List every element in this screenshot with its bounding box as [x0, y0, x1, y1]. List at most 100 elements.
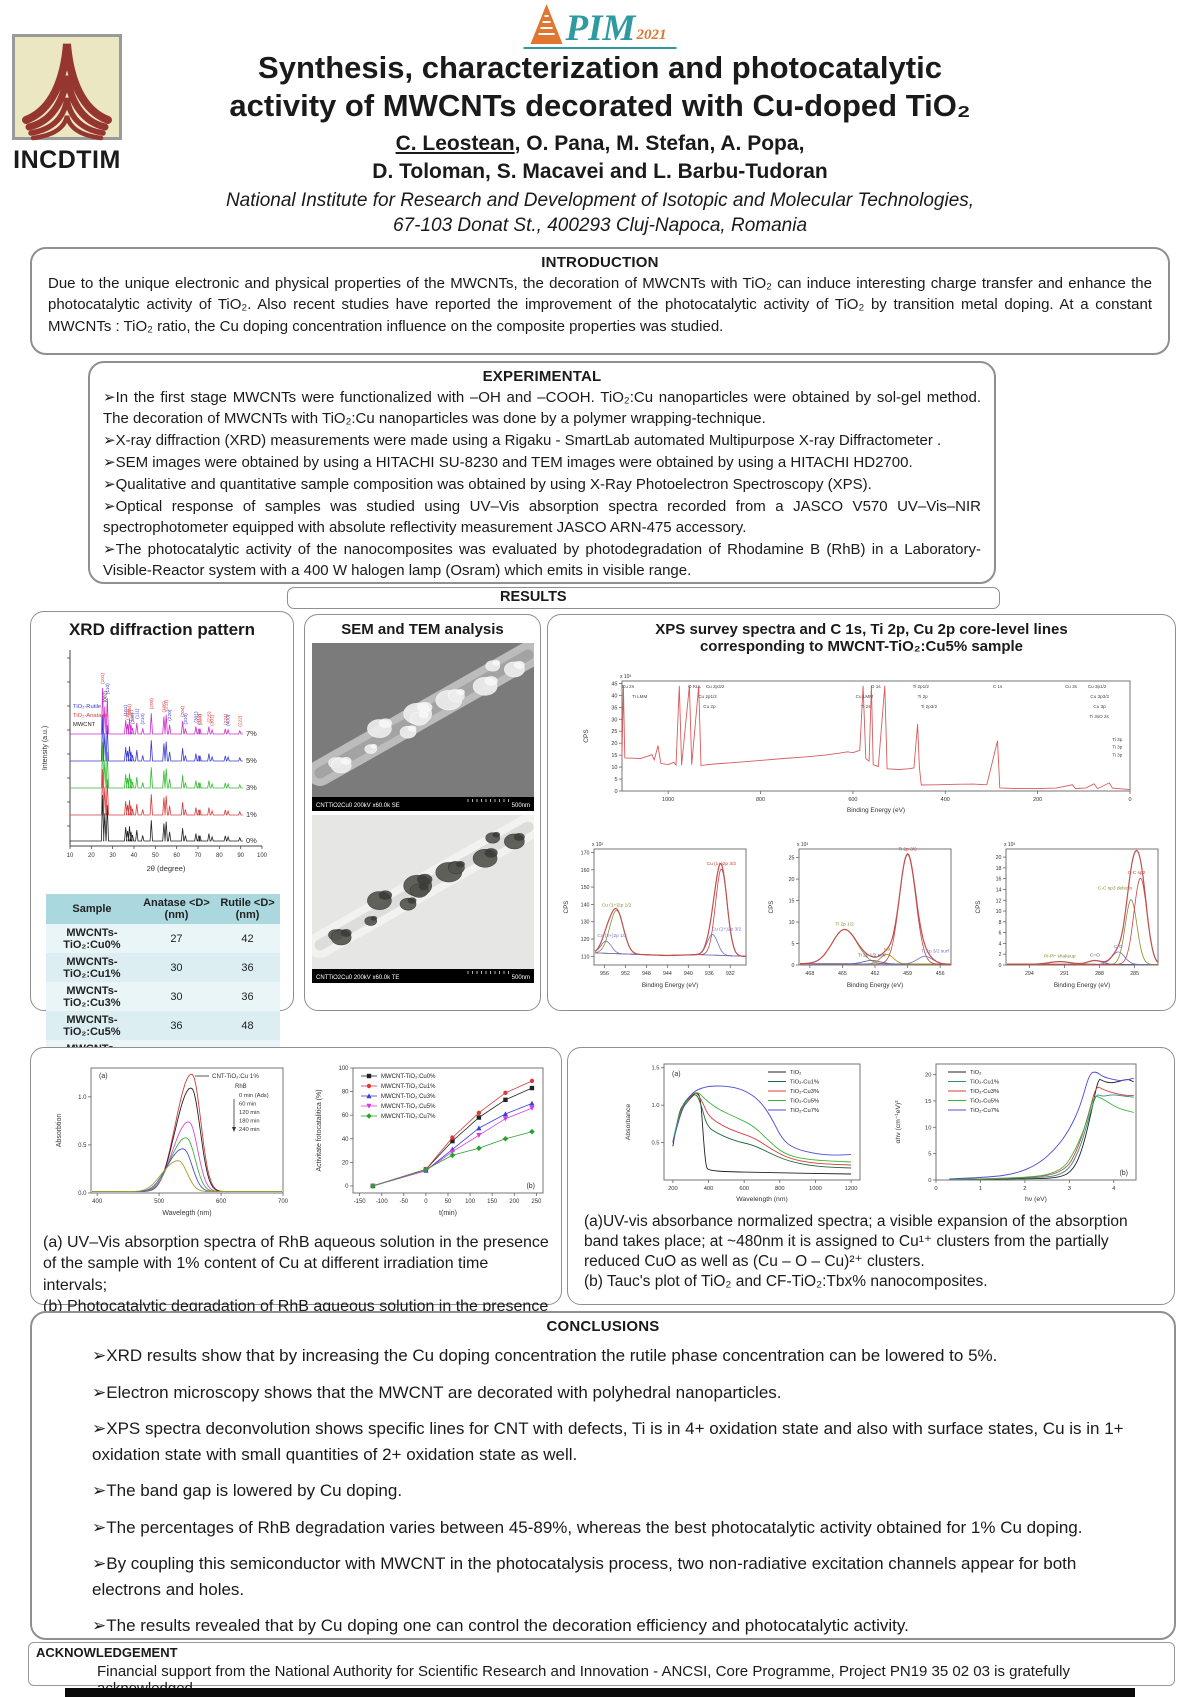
svg-text:25: 25	[789, 856, 795, 862]
svg-text:(222): (222)	[237, 715, 243, 727]
svg-text:hν (eV): hν (eV)	[1025, 1196, 1047, 1203]
svg-text:(112): (112)	[196, 713, 202, 724]
svg-text:Cu 2p3/2: Cu 2p3/2	[706, 684, 725, 689]
svg-text:60: 60	[342, 1113, 349, 1119]
svg-text:Binding Energy (eV): Binding Energy (eV)	[847, 807, 905, 814]
svg-text:1.5: 1.5	[651, 1066, 659, 1072]
svg-text:(b): (b)	[526, 1183, 535, 1190]
svg-text:MWCNT-TiO₂:Cu1%: MWCNT-TiO₂:Cu1%	[381, 1084, 436, 1090]
svg-text:TiO₂-Cu7%: TiO₂-Cu7%	[790, 1108, 819, 1114]
svg-text:400: 400	[92, 1199, 103, 1205]
svg-text:0: 0	[614, 789, 617, 795]
svg-text:932: 932	[726, 971, 735, 977]
conclusion-item: ➢Electron microscopy shows that the MWCN…	[92, 1382, 782, 1402]
svg-text:C-C sp3 defects: C-C sp3 defects	[1098, 886, 1133, 892]
svg-text:4: 4	[999, 941, 1002, 947]
photocatalytic-activity-chart: -150 -100 -50 0 50 100 150 200 250 0 20 40 60 80 100 t(…	[316, 1066, 544, 1217]
svg-text:(b): (b)	[1119, 1170, 1128, 1177]
svg-text:50: 50	[152, 853, 159, 859]
svg-text:90: 90	[237, 853, 244, 859]
results-label: RESULTS	[500, 589, 567, 605]
svg-text:MWCNT-TiO₂:Cu5%: MWCNT-TiO₂:Cu5%	[381, 1104, 436, 1110]
svg-text:291: 291	[1060, 971, 1069, 977]
svg-text:15: 15	[611, 753, 617, 759]
svg-text:CNT-TiO₂:Cu 1%: CNT-TiO₂:Cu 1%	[212, 1073, 259, 1080]
svg-text:C=O: C=O	[1090, 953, 1100, 959]
svg-text:150: 150	[487, 1199, 498, 1205]
svg-text:Binding Energy (eV): Binding Energy (eV)	[642, 982, 698, 989]
svg-text:2: 2	[1023, 1186, 1026, 1192]
svg-text:0: 0	[345, 1184, 349, 1190]
svg-text:x 10³: x 10³	[1004, 842, 1015, 848]
svg-text:500nm: 500nm	[512, 975, 530, 981]
svg-text:0: 0	[928, 1178, 931, 1184]
svg-text:8: 8	[999, 920, 1002, 926]
svg-text:TiO₂-Cu3%: TiO₂-Cu3%	[790, 1089, 819, 1095]
svg-text:160: 160	[581, 868, 590, 874]
svg-text:50: 50	[445, 1199, 452, 1205]
svg-text:18: 18	[996, 866, 1002, 872]
svg-text:12: 12	[996, 898, 1002, 904]
experimental-item: ➢The photocatalytic activity of the nano…	[103, 541, 981, 579]
svg-text:456: 456	[936, 971, 945, 977]
svg-text:(215): (215)	[206, 711, 212, 723]
poster-title-line1: Synthesis, characterization and photocat…	[258, 50, 942, 85]
svg-text:-50: -50	[399, 1199, 408, 1205]
svg-text:C-C sp2: C-C sp2	[1128, 870, 1146, 876]
svg-text:Cu 3p3/2: Cu 3p3/2	[1090, 694, 1109, 699]
xps-c1s-chart: 294 291 288 285 0 2 4 6 8 10 12 14 16 18 20 Binding Ene…	[975, 842, 1159, 989]
svg-text:0: 0	[1128, 797, 1131, 803]
svg-text:200: 200	[1033, 797, 1042, 803]
xrd-panel: XRD diffraction pattern 10 20 30 40 50 60 70 80…	[30, 611, 294, 1069]
svg-text:20: 20	[611, 741, 617, 747]
svg-text:αhν (cm⁻¹eV)²: αhν (cm⁻¹eV)²	[895, 1100, 902, 1144]
svg-text:170: 170	[581, 850, 590, 856]
svg-text:0.0: 0.0	[78, 1191, 87, 1197]
svg-text:(400): (400)	[226, 714, 232, 726]
svg-text:O 1s: O 1s	[871, 684, 881, 689]
xrd-panel-title: XRD diffraction pattern	[68, 620, 256, 639]
table-row: MWCNTs-TiO₂:Cu0% 27 42	[46, 924, 280, 953]
svg-text:940: 940	[684, 971, 693, 977]
caption-a: (a) UV–Vis absorption spectra of RhB aqu…	[43, 1234, 549, 1294]
svg-text:TiO₂-Anatase: TiO₂-Anatase	[73, 713, 108, 719]
svg-text:(002): (002)	[102, 691, 108, 703]
experimental-item: ➢SEM images were obtained by using a HIT…	[103, 454, 913, 471]
table-header: Rutile <D> (nm)	[215, 894, 280, 924]
svg-text:800: 800	[756, 797, 765, 803]
sem-tem-panel: SEM and TEM analysis CNTTiO2Cu0 200kV x6…	[304, 614, 541, 1011]
svg-text:200: 200	[668, 1186, 678, 1192]
svg-text:Ti 2p1/2: Ti 2p1/2	[913, 684, 930, 689]
svg-text:25: 25	[611, 729, 617, 735]
svg-text:130: 130	[581, 920, 590, 926]
svg-text:35: 35	[611, 705, 617, 711]
svg-text:Binding Energy (eV): Binding Energy (eV)	[847, 982, 903, 989]
svg-text:Cu LMM: Cu LMM	[856, 694, 874, 699]
poster-title-line2: activity of MWCNTs decorated with Cu-dop…	[229, 88, 971, 123]
introduction-box: INTRODUCTION Due to the unique electroni…	[30, 247, 1170, 355]
conclusion-item: ➢XPS spectra deconvolution shows specifi…	[92, 1419, 1124, 1464]
svg-text:(301): (301)	[193, 711, 199, 723]
svg-text:MWCNT-TiO₂:Cu3%: MWCNT-TiO₂:Cu3%	[381, 1094, 436, 1100]
svg-text:Cu 3p1/2: Cu 3p1/2	[1088, 684, 1107, 689]
svg-text:(101): (101)	[123, 705, 129, 717]
experimental-item: ➢Qualitative and quantitative sample com…	[103, 476, 872, 493]
svg-text:10: 10	[611, 765, 617, 771]
svg-text:462: 462	[871, 971, 880, 977]
svg-text:40: 40	[342, 1137, 349, 1143]
tem-image: CNTTiO2Cu0 200kV x60.0k TE 500nm	[312, 815, 534, 983]
svg-text:2: 2	[999, 952, 1002, 958]
svg-text:20: 20	[342, 1160, 349, 1166]
svg-text:0 min (Ads): 0 min (Ads)	[239, 1093, 269, 1099]
svg-text:TiO₂-Cu1%: TiO₂-Cu1%	[970, 1080, 999, 1086]
bottom-bar	[65, 1688, 1135, 1697]
svg-text:10: 10	[789, 920, 795, 926]
svg-text:100: 100	[257, 853, 268, 859]
svg-text:Ti 2p: Ti 2p	[918, 694, 928, 699]
absorbance-chart: 200 400 600 800 1000 1200 0.5 1.0 1.5 Wavelength …	[625, 1063, 861, 1203]
svg-text:70: 70	[195, 853, 202, 859]
svg-text:288: 288	[1095, 971, 1104, 977]
svg-text:20: 20	[789, 877, 795, 883]
svg-text:(a): (a)	[672, 1071, 681, 1078]
